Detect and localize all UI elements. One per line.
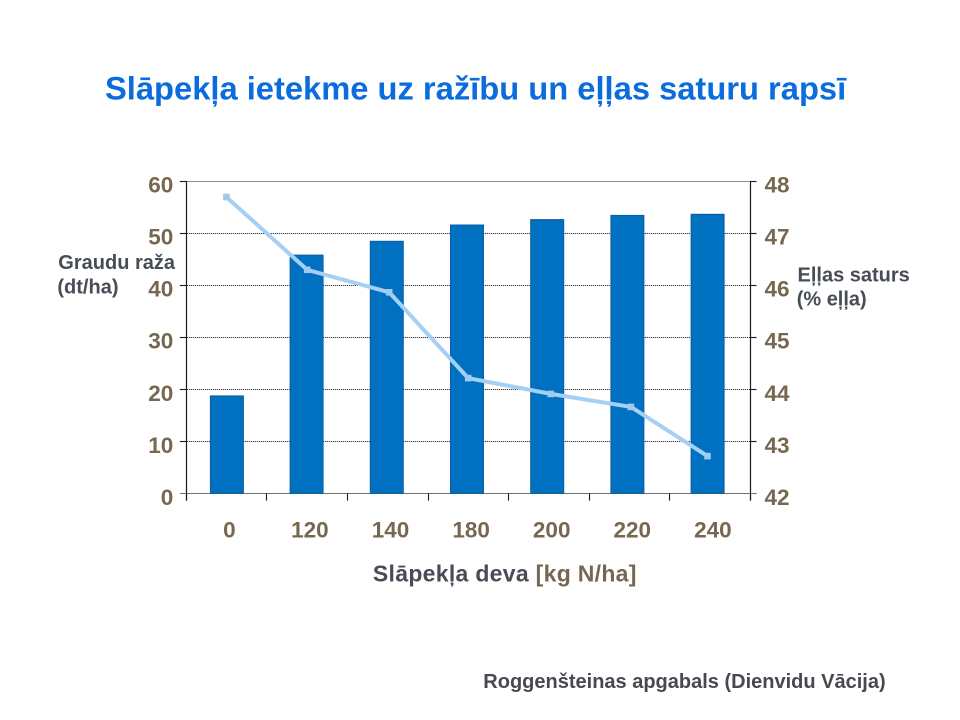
svg-text:Eļļas saturs: Eļļas saturs [798,265,910,287]
svg-text:0: 0 [161,485,174,510]
svg-text:Roggenšteinas apgabals (Dienvi: Roggenšteinas apgabals (Dienvidu Vācija) [483,671,885,693]
svg-text:Slāpekļa deva [kg N/ha]: Slāpekļa deva [kg N/ha] [373,560,637,586]
svg-text:Slāpekļa ietekme uz ražību un: Slāpekļa ietekme uz ražību un eļļas satu… [105,70,847,107]
svg-text:120: 120 [291,518,329,543]
svg-text:0: 0 [223,518,236,543]
svg-text:40: 40 [148,277,173,302]
svg-text:180: 180 [452,518,490,543]
svg-text:20: 20 [148,381,173,406]
svg-text:10: 10 [148,433,173,458]
svg-text:50: 50 [148,225,173,250]
svg-text:48: 48 [765,173,790,198]
svg-text:46: 46 [765,277,790,302]
svg-text:43: 43 [765,433,790,458]
svg-text:(dt/ha): (dt/ha) [57,277,118,299]
svg-text:60: 60 [148,173,173,198]
svg-text:45: 45 [765,329,790,354]
svg-text:240: 240 [694,518,732,543]
svg-text:(% eļļa): (% eļļa) [797,289,867,311]
svg-text:42: 42 [765,485,790,510]
svg-text:47: 47 [765,225,790,250]
svg-text:200: 200 [533,518,571,543]
svg-text:220: 220 [614,518,652,543]
svg-text:44: 44 [765,381,791,406]
svg-text:30: 30 [148,329,173,354]
svg-text:140: 140 [372,518,410,543]
svg-text:Graudu raža: Graudu raža [58,252,176,274]
